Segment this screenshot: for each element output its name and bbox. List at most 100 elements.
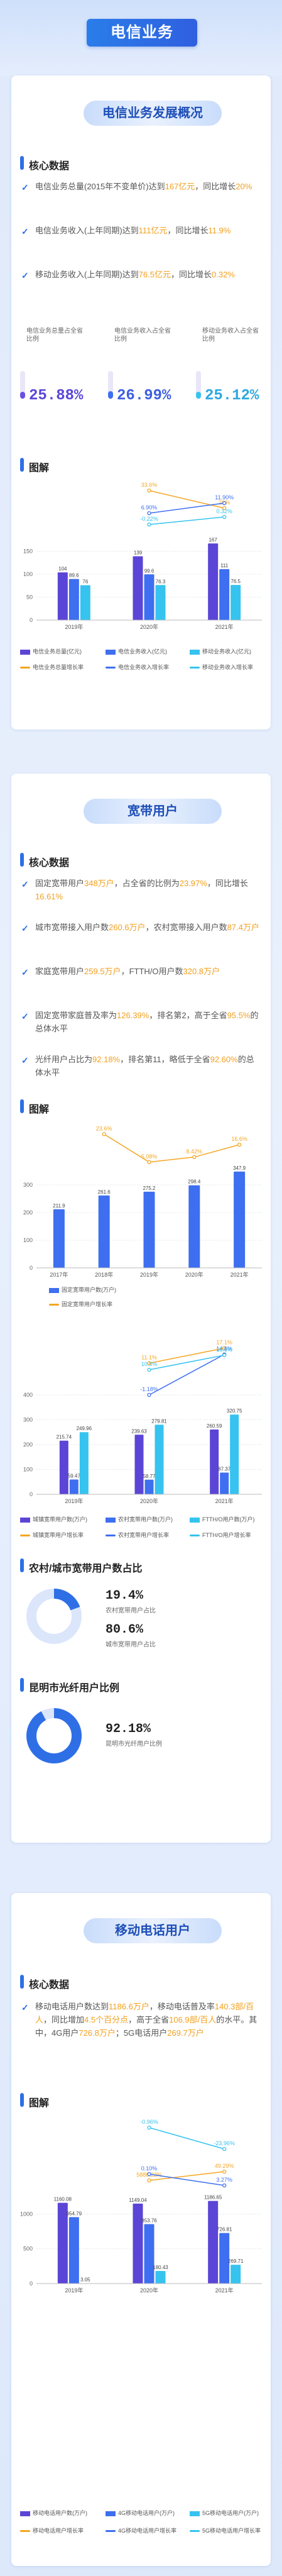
bar-value-label: 269.71 bbox=[228, 2258, 244, 2264]
check-icon: ✓ bbox=[21, 270, 29, 280]
bar bbox=[133, 556, 143, 620]
check-icon: ✓ bbox=[21, 182, 29, 192]
y-tick-label: 0 bbox=[30, 617, 33, 623]
line-point bbox=[147, 1361, 151, 1365]
bar-value-label: 239.63 bbox=[131, 1428, 147, 1434]
kpi-progress-fill bbox=[196, 391, 201, 399]
line-point bbox=[222, 506, 227, 511]
bar bbox=[68, 2217, 79, 2284]
bar bbox=[155, 1424, 164, 1494]
y-tick-label: 200 bbox=[23, 1209, 33, 1216]
line-point bbox=[192, 1155, 197, 1159]
line-point bbox=[147, 2172, 151, 2177]
mobile-chart: 0 500 1000 1160.08 954.79 3.05 2019年 1149.04 853… bbox=[20, 2119, 262, 2294]
y-tick-label: 100 bbox=[23, 571, 33, 577]
bar bbox=[68, 579, 79, 620]
broadband-bullet-1: ✓ 固定宽带用户348万户，占全省的比例为23.97%，同比增长16.61% bbox=[21, 879, 248, 901]
line-value-label: 11.90% bbox=[215, 494, 234, 501]
kpi-value: 26.99% bbox=[117, 387, 171, 404]
bar-value-label: 76.5 bbox=[230, 579, 241, 584]
line-point bbox=[147, 1160, 151, 1164]
x-tick-label: 2018年 bbox=[95, 1271, 113, 1278]
bar-value-label: 249.96 bbox=[77, 1426, 92, 1431]
bar bbox=[79, 1432, 89, 1494]
line-value-label: 23.6% bbox=[96, 1125, 112, 1131]
legend-item: 城镇宽带用户数(万户) bbox=[20, 1516, 87, 1523]
legend-swatch bbox=[190, 667, 200, 669]
bar bbox=[210, 1430, 219, 1494]
y-tick-label: 0 bbox=[30, 2280, 33, 2287]
series-line bbox=[149, 2127, 225, 2150]
legend-item: 4G移动电话用户增长率 bbox=[106, 2527, 176, 2534]
bar bbox=[134, 1435, 144, 1494]
legend-item: 移动业务收入(亿元) bbox=[190, 648, 251, 655]
bar bbox=[188, 1185, 200, 1268]
line-value-label: 3.27% bbox=[216, 2177, 232, 2183]
bar-value-label: 260.59 bbox=[207, 1423, 222, 1429]
page-title: 电信业务 bbox=[87, 19, 197, 47]
broadband-chart: 0 100 200 300 211.9 2017年 261.6 2018年 275.2 2019年… bbox=[23, 1125, 262, 1278]
legend-item: 5G移动电话用户增长率 bbox=[190, 2527, 261, 2534]
line-value-label: 10.5% bbox=[141, 1361, 158, 1367]
line-value-label: 14.6% bbox=[216, 1346, 232, 1352]
y-tick-label: 0 bbox=[30, 1491, 33, 1497]
bar bbox=[57, 2202, 68, 2284]
legend-item: 移动电话用户数(万户) bbox=[20, 2509, 87, 2517]
legend-swatch bbox=[190, 2511, 200, 2516]
bar-value-label: 180.43 bbox=[153, 2265, 168, 2270]
bar bbox=[144, 2224, 155, 2284]
bar-value-label: 1149.04 bbox=[129, 2197, 147, 2203]
mobile-bullet: ✓ 移动电话用户数达到1186.6万户，移动电话普及率140.3部/百人，同比增… bbox=[21, 2002, 258, 2038]
bar-value-label: 1160.08 bbox=[54, 2197, 72, 2202]
line-point bbox=[222, 2169, 227, 2174]
line-point bbox=[222, 2183, 227, 2188]
x-tick-label: 2019年 bbox=[65, 623, 83, 630]
legend-swatch bbox=[20, 1517, 30, 1523]
bar bbox=[234, 1171, 246, 1268]
kpi-progress-bar bbox=[108, 371, 113, 399]
bar-value-label: 1186.65 bbox=[204, 2195, 222, 2201]
bar bbox=[155, 2271, 166, 2284]
legend-swatch bbox=[20, 667, 30, 669]
bar bbox=[69, 1479, 79, 1494]
bar-value-label: 139 bbox=[134, 550, 143, 556]
series-line bbox=[149, 1355, 225, 1370]
broadband-segment-chart: 0 100 200 300 400 215.74 59.47 249.96 2019年 239.6… bbox=[23, 1340, 262, 1504]
line-value-label: -0.22% bbox=[140, 516, 158, 522]
legend-item: 固定宽带用户数(万户) bbox=[49, 1286, 116, 1294]
legend-item: 城镇宽带用户增长率 bbox=[20, 1531, 84, 1539]
legend-item: 电信业务收入(亿元) bbox=[106, 648, 167, 655]
line-point bbox=[237, 1143, 242, 1147]
bar bbox=[80, 585, 90, 620]
kpi-progress-fill bbox=[20, 391, 25, 399]
line-value-label: -0.96% bbox=[140, 2119, 158, 2125]
kpi-progress-fill bbox=[108, 391, 113, 399]
ratio-donut-arc bbox=[26, 1589, 82, 1644]
series-line bbox=[149, 502, 225, 514]
bar bbox=[230, 2265, 241, 2284]
legend-item: 固定宽带用户增长率 bbox=[49, 1301, 112, 1308]
line-point bbox=[147, 1392, 151, 1397]
legend-swatch bbox=[190, 1517, 200, 1523]
section-title: 电信业务发展概况 bbox=[84, 101, 222, 126]
bar-value-label: 261.6 bbox=[98, 1189, 111, 1195]
fiber-value: 92.18% bbox=[106, 1722, 151, 1736]
x-tick-label: 2019年 bbox=[140, 1271, 158, 1278]
kpi-value: 25.88% bbox=[29, 387, 84, 404]
bar bbox=[59, 1440, 68, 1494]
bar-value-label: 298.4 bbox=[188, 1179, 201, 1185]
line-value-label: 33.6% bbox=[141, 482, 158, 488]
legend-swatch bbox=[20, 2530, 30, 2533]
legend-item: 移动电话用户增长率 bbox=[20, 2527, 84, 2534]
bar bbox=[144, 1479, 154, 1494]
check-icon: ✓ bbox=[21, 1055, 29, 1065]
line-point bbox=[222, 501, 227, 506]
fiber-donut bbox=[26, 1708, 82, 1763]
telecom-bullet-2: ✓ 电信业务收入(上年同期)达到111亿元，同比增长11.9% bbox=[21, 224, 260, 237]
ratio-value: 80.6% bbox=[106, 1623, 144, 1637]
legend-swatch bbox=[106, 2511, 116, 2516]
line-value-label: 49.29% bbox=[215, 2163, 234, 2169]
fiber-label: 昆明市光纤用户比例 bbox=[106, 1741, 162, 1748]
check-icon: ✓ bbox=[21, 226, 29, 236]
x-tick-label: 2021年 bbox=[230, 1271, 249, 1278]
